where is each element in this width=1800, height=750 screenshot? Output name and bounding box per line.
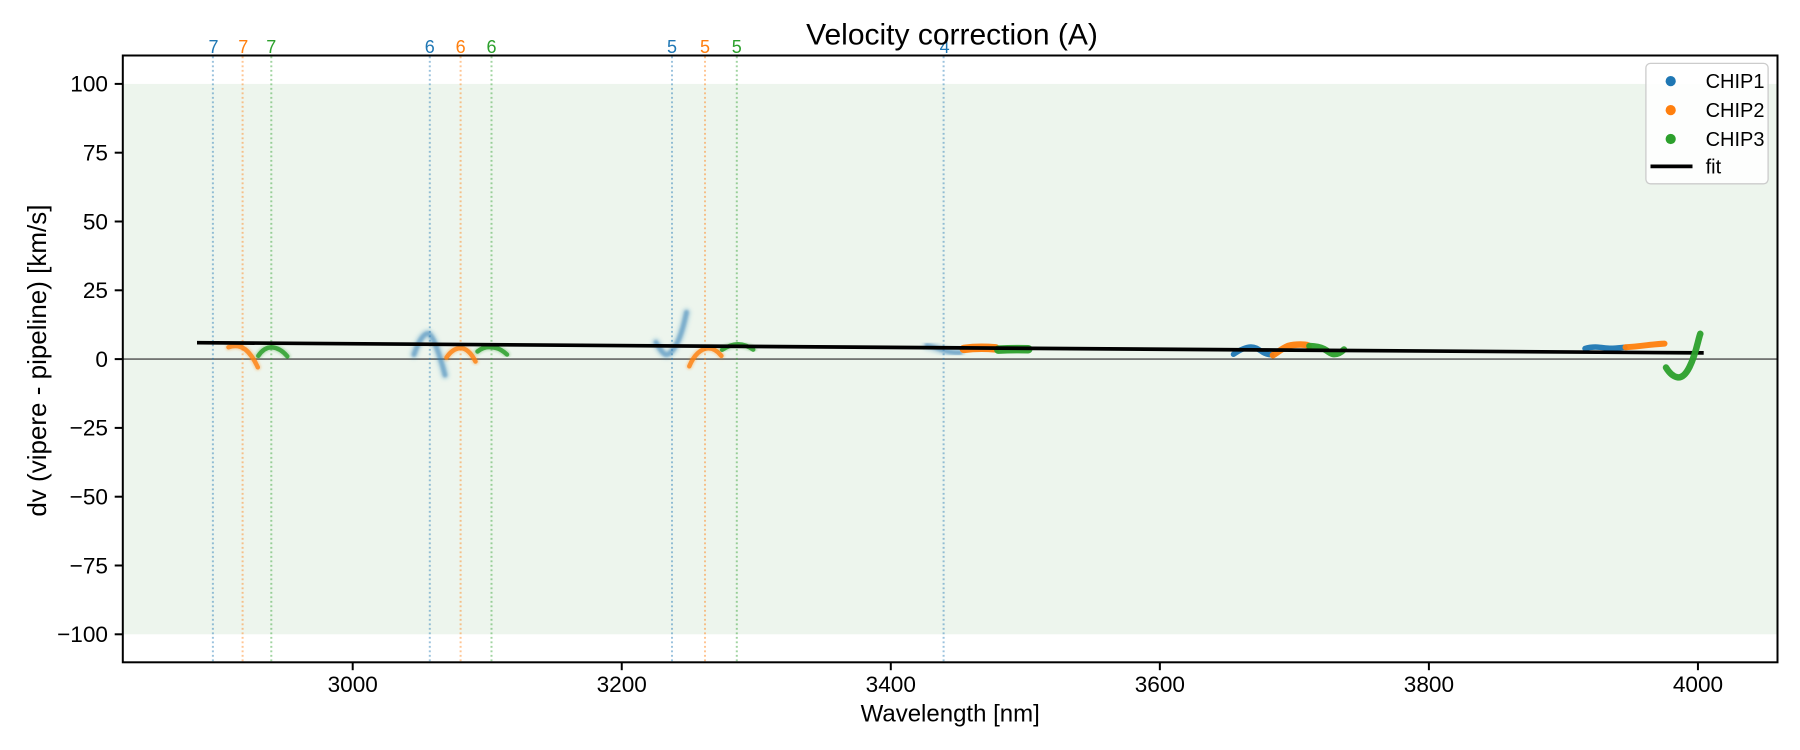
svg-text:3600: 3600 [1135, 672, 1185, 697]
svg-text:−75: −75 [70, 553, 108, 578]
svg-text:CHIP2: CHIP2 [1706, 100, 1765, 122]
svg-text:3200: 3200 [597, 672, 647, 697]
svg-text:7: 7 [208, 37, 218, 57]
svg-text:25: 25 [83, 278, 108, 303]
svg-text:0: 0 [95, 347, 108, 372]
svg-text:5: 5 [667, 37, 677, 57]
svg-text:6: 6 [456, 37, 466, 57]
svg-text:100: 100 [70, 72, 108, 97]
svg-text:75: 75 [83, 141, 108, 166]
svg-text:4: 4 [940, 37, 950, 57]
svg-text:50: 50 [83, 209, 108, 234]
svg-text:4000: 4000 [1673, 672, 1723, 697]
svg-text:CHIP1: CHIP1 [1706, 71, 1765, 93]
svg-text:−100: −100 [57, 622, 108, 647]
svg-text:−50: −50 [70, 485, 108, 510]
svg-text:3400: 3400 [866, 672, 916, 697]
svg-text:CHIP3: CHIP3 [1706, 129, 1765, 151]
svg-text:3800: 3800 [1404, 672, 1454, 697]
svg-text:fit: fit [1706, 156, 1722, 178]
svg-text:−25: −25 [70, 416, 108, 441]
svg-text:7: 7 [238, 37, 248, 57]
svg-text:5: 5 [700, 37, 710, 57]
svg-text:5: 5 [732, 37, 742, 57]
svg-text:7: 7 [266, 37, 276, 57]
svg-text:6: 6 [425, 37, 435, 57]
svg-text:Velocity correction (A): Velocity correction (A) [806, 18, 1098, 51]
svg-text:6: 6 [486, 37, 496, 57]
svg-text:dv (vipere - pipeline) [km/s]: dv (vipere - pipeline) [km/s] [22, 205, 52, 517]
svg-text:3000: 3000 [328, 672, 378, 697]
svg-text:Wavelength [nm]: Wavelength [nm] [861, 701, 1040, 728]
